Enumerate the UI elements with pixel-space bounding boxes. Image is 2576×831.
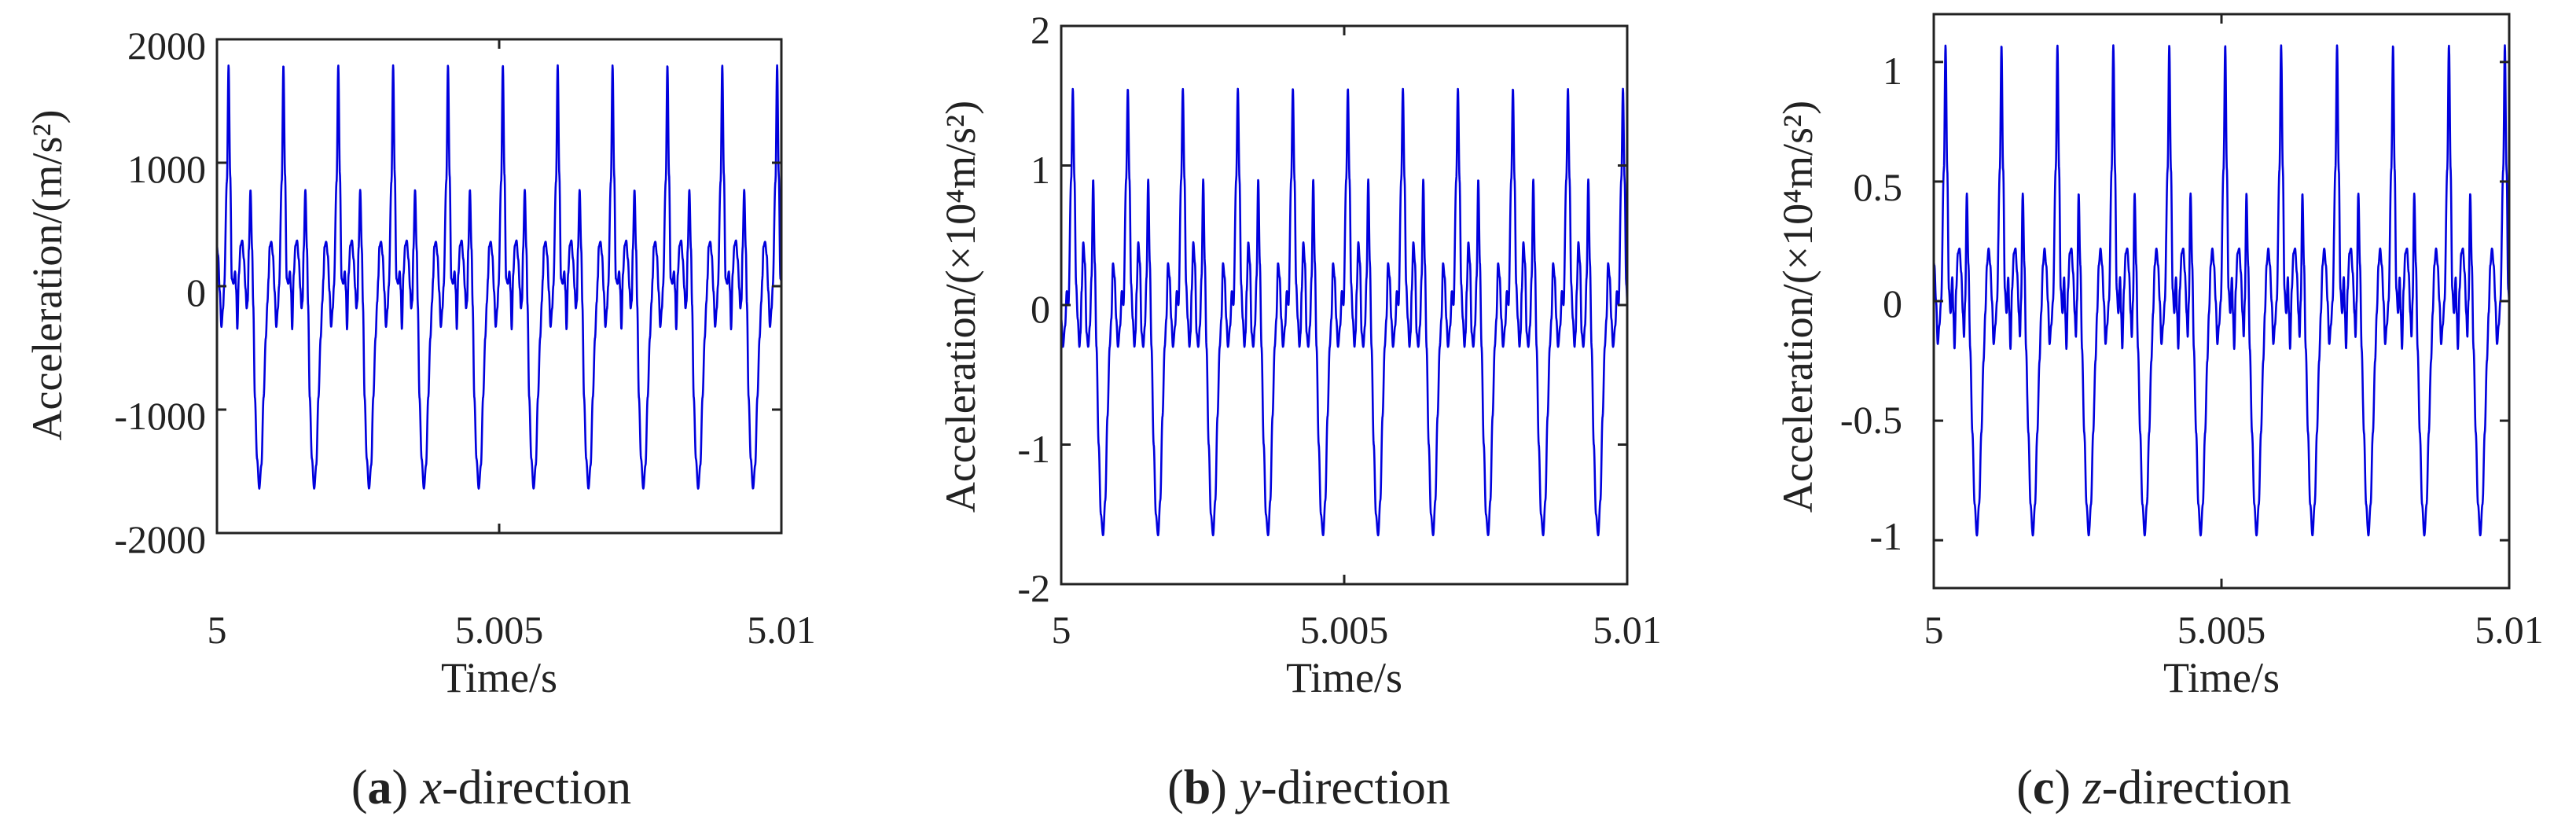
y-tick-label: -1000 xyxy=(114,394,206,438)
x-tick-labels: 5 5.005 5.01 xyxy=(208,608,816,652)
caption-rest: -direction xyxy=(2102,761,2291,814)
caption-axis: z xyxy=(2082,761,2102,814)
x-tick-label: 5.01 xyxy=(2475,608,2544,652)
y-tick-label: -2000 xyxy=(114,517,206,561)
x-tick-label: 5.005 xyxy=(455,608,544,652)
x-tick-labels: 5 5.005 5.01 xyxy=(1924,608,2544,652)
x-tick-label: 5.005 xyxy=(1300,608,1389,652)
y-tick-labels: 2 1 0 -1 -2 xyxy=(1017,8,1050,610)
y-tick-label: -2 xyxy=(1017,566,1050,610)
series-line xyxy=(1060,87,1629,537)
caption-rest: -direction xyxy=(1261,761,1450,814)
panel-caption: (b) y-direction xyxy=(1167,761,1450,814)
y-tick-labels: 1 0.5 0 -0.5 -1 xyxy=(1840,49,1902,558)
y-tick-label: 2 xyxy=(1031,8,1050,52)
x-tick-label: 5 xyxy=(208,608,227,652)
panel-c: Acceleration/(×10⁴m/s²) 1 0.5 0 -0.5 -1 … xyxy=(1774,13,2544,814)
y-tick-labels: 2000 1000 0 -1000 -2000 xyxy=(114,24,206,561)
y-tick-label: 0 xyxy=(186,270,206,314)
y-axis-label: Acceleration/(m/s²) xyxy=(24,109,71,440)
x-axis-label: Time/s xyxy=(1286,654,1402,701)
caption-letter: a xyxy=(367,761,391,814)
y-tick-label: 0 xyxy=(1883,281,1902,325)
panel-b: Acceleration/(×10⁴m/s²) 2 1 0 -1 -2 5 5.… xyxy=(937,8,1662,814)
y-tick-label: -1 xyxy=(1869,514,1902,558)
y-tick-label: 0.5 xyxy=(1854,165,1903,209)
panel-caption: (c) z-direction xyxy=(2016,761,2291,814)
x-tick-labels: 5 5.005 5.01 xyxy=(1052,608,1662,652)
caption-letter: c xyxy=(2033,761,2055,814)
caption-rest: -direction xyxy=(442,761,631,814)
x-tick-label: 5 xyxy=(1052,608,1071,652)
caption-axis: y xyxy=(1234,761,1261,814)
series-line xyxy=(215,64,783,490)
x-axis-label: Time/s xyxy=(441,654,557,701)
panel-caption: (a) x-direction xyxy=(351,761,631,814)
y-tick-label: 1000 xyxy=(127,147,206,191)
x-tick-label: 5.01 xyxy=(1593,608,1662,652)
y-tick-label: -0.5 xyxy=(1840,398,1902,442)
x-tick-label: 5 xyxy=(1924,608,1944,652)
y-axis-label: Acceleration/(×10⁴m/s²) xyxy=(937,101,984,513)
y-tick-label: 1 xyxy=(1031,148,1050,192)
y-tick-label: 2000 xyxy=(127,24,206,68)
y-tick-label: 0 xyxy=(1031,287,1050,331)
caption-axis: x xyxy=(420,761,443,814)
caption-letter: b xyxy=(1184,761,1211,814)
y-tick-label: -1 xyxy=(1017,427,1050,471)
x-tick-label: 5.005 xyxy=(2177,608,2266,652)
x-tick-label: 5.01 xyxy=(747,608,816,652)
series-line xyxy=(1932,44,2511,537)
y-axis-label: Acceleration/(×10⁴m/s²) xyxy=(1774,101,1821,513)
y-tick-label: 1 xyxy=(1883,49,1902,93)
x-axis-label: Time/s xyxy=(2163,654,2280,701)
panel-a: Acceleration/(m/s²) 2000 1000 0 -1000 -2… xyxy=(24,24,816,814)
